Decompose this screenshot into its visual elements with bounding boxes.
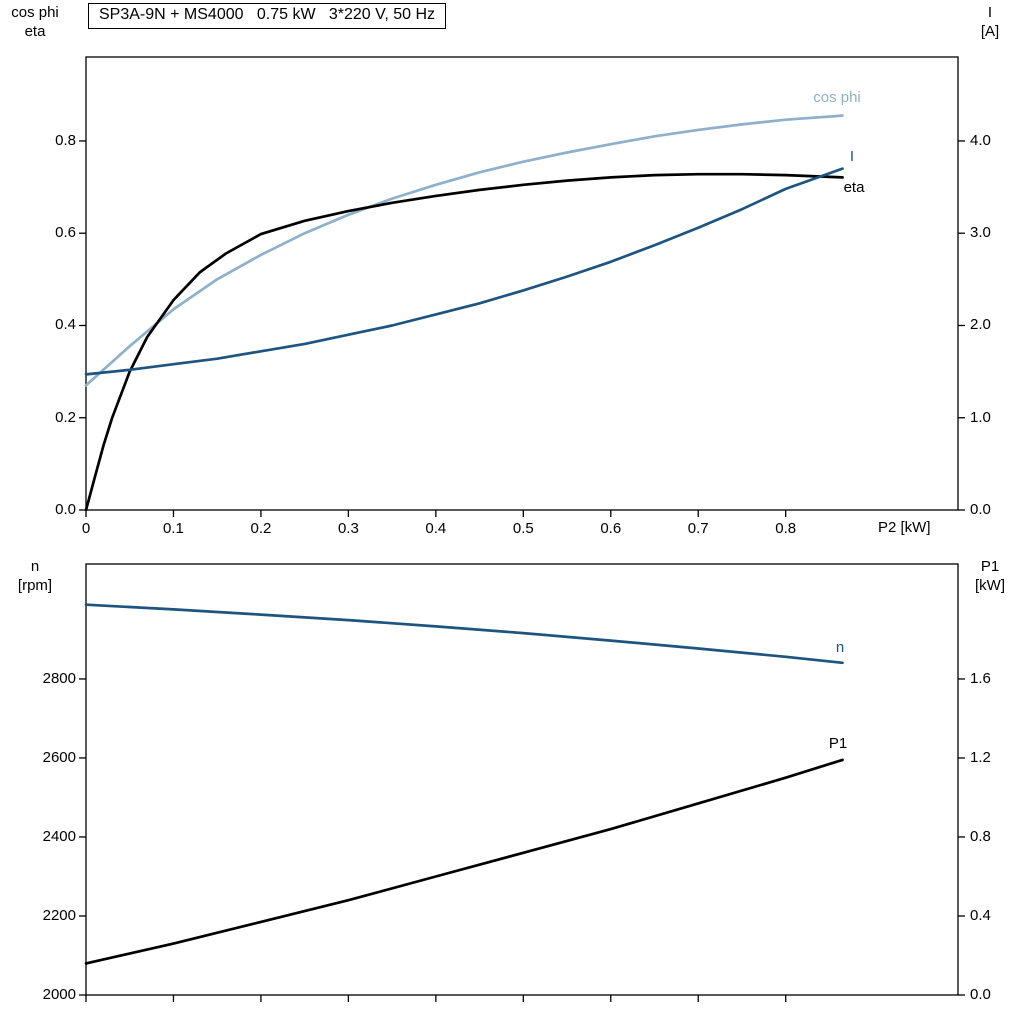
axis-label-p1: P1 xyxy=(980,558,1000,575)
cos-phi-curve-label: cos phi xyxy=(813,89,861,106)
bottom-left-axis-label: n [rpm] xyxy=(2,557,68,595)
top-right-axis-label: I [A] xyxy=(962,3,1018,41)
current-curve-label: I xyxy=(849,148,855,165)
chart-title: SP3A-9N + MS4000 0.75 kW 3*220 V, 50 Hz xyxy=(88,3,447,29)
speed-curve-label: n xyxy=(835,639,845,656)
x-axis-label-p2: P2 [kW] xyxy=(878,519,931,536)
axis-label-speed: n xyxy=(30,558,40,575)
axis-label-eta: eta xyxy=(24,23,46,40)
bottom-right-axis-label: P1 [kW] xyxy=(960,557,1020,595)
axis-label-current-unit: [A] xyxy=(980,23,1000,40)
axis-label-p1-unit: [kW] xyxy=(975,577,1005,594)
top-left-axis-label: cos phi eta xyxy=(2,3,68,41)
axis-label-cos-phi: cos phi xyxy=(11,4,59,21)
axis-label-speed-unit: [rpm] xyxy=(17,577,53,594)
axis-label-current: I xyxy=(987,4,993,21)
p1-curve-label: P1 xyxy=(828,735,848,752)
eta-curve-label: eta xyxy=(843,179,865,196)
